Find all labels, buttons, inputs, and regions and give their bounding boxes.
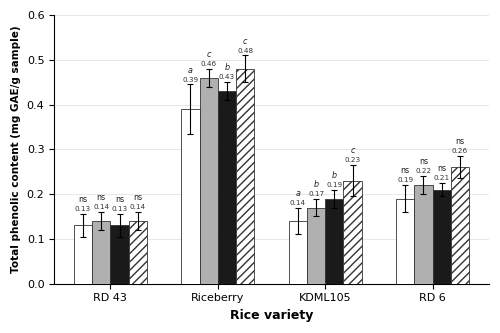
Text: c: c (350, 146, 355, 155)
Text: 0.13: 0.13 (75, 206, 91, 212)
Text: 0.19: 0.19 (326, 182, 342, 188)
Text: 0.21: 0.21 (434, 175, 450, 181)
Text: 0.14: 0.14 (93, 204, 110, 210)
Bar (414, 185, 432, 284)
Text: ns: ns (400, 166, 410, 175)
Text: ns: ns (456, 137, 464, 146)
Text: ns: ns (78, 195, 88, 204)
Bar (182, 109, 200, 284)
Bar (288, 221, 307, 284)
Bar (74, 225, 92, 284)
Text: 0.14: 0.14 (290, 200, 306, 206)
Text: 0.13: 0.13 (112, 206, 128, 212)
Text: 0.43: 0.43 (219, 75, 235, 81)
Text: 0.46: 0.46 (200, 61, 216, 67)
Text: b: b (314, 180, 318, 189)
X-axis label: Rice variety: Rice variety (230, 309, 313, 322)
Bar (307, 207, 325, 284)
Text: 0.48: 0.48 (237, 48, 254, 54)
Text: 0.23: 0.23 (344, 157, 360, 163)
Text: 0.22: 0.22 (416, 168, 432, 174)
Text: b: b (332, 171, 337, 180)
Bar (218, 91, 236, 284)
Text: ns: ns (419, 158, 428, 166)
Bar (432, 189, 451, 284)
Bar (325, 198, 344, 284)
Bar (92, 221, 110, 284)
Bar (110, 225, 128, 284)
Text: 0.14: 0.14 (130, 204, 146, 210)
Text: b: b (224, 63, 230, 72)
Text: a: a (296, 189, 300, 198)
Bar (200, 78, 218, 284)
Text: 0.19: 0.19 (397, 177, 413, 183)
Text: 0.39: 0.39 (182, 77, 198, 83)
Bar (344, 181, 361, 284)
Text: ns: ns (133, 193, 142, 202)
Text: ns: ns (437, 164, 446, 173)
Text: c: c (243, 37, 248, 46)
Bar (236, 69, 255, 284)
Text: a: a (188, 66, 193, 75)
Text: c: c (206, 50, 211, 59)
Text: ns: ns (96, 193, 106, 202)
Bar (451, 167, 469, 284)
Text: 0.26: 0.26 (452, 148, 468, 154)
Bar (128, 221, 147, 284)
Bar (396, 198, 414, 284)
Text: 0.17: 0.17 (308, 191, 324, 197)
Text: ns: ns (115, 195, 124, 204)
Y-axis label: Total phenolic content (mg GAE/g sample): Total phenolic content (mg GAE/g sample) (11, 26, 21, 273)
